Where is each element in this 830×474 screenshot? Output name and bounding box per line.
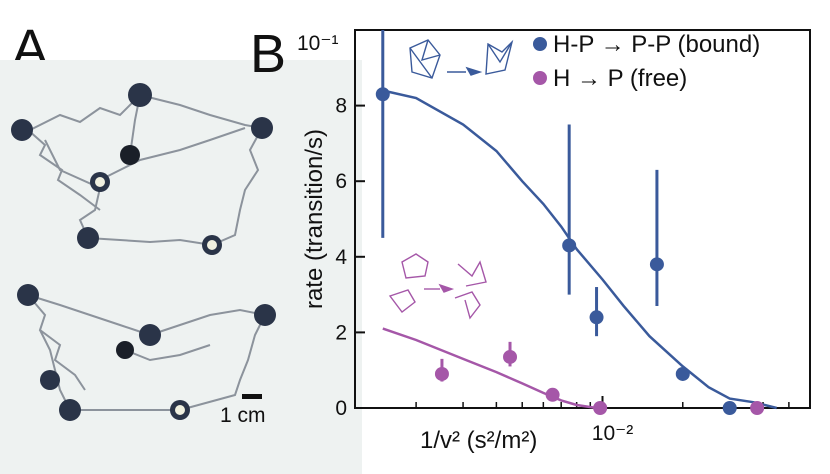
bound-transition-inset	[409, 39, 514, 79]
y-tick-label-0: 0	[335, 397, 347, 420]
y-axis-title: rate (transition/s)	[301, 129, 328, 309]
y-multiplier-label: 10⁻¹	[297, 32, 338, 55]
y-tick-label-2: 4	[335, 246, 347, 269]
data-point-0-0	[375, 87, 390, 102]
fit-line-1	[382, 327, 597, 410]
y-tick-label-3: 6	[335, 170, 347, 193]
data-point-0-3	[649, 257, 664, 272]
chart-legend: H-P → P-P (bound) H → P (free)	[533, 31, 760, 92]
scale-bar	[242, 394, 262, 399]
robot-photo: 1 cm	[0, 60, 362, 474]
y-tick-label-4: 8	[335, 95, 347, 118]
data-point-1-2	[545, 387, 560, 402]
robot-bottom	[27, 294, 266, 411]
data-point-1-3	[593, 401, 608, 415]
data-point-0-4	[675, 366, 690, 381]
data-points	[375, 30, 765, 415]
fit-curves	[382, 89, 778, 410]
chart-labels: rate (transition/s) 1/v² (s²/m²)	[301, 129, 537, 454]
fit-line-0	[382, 89, 778, 410]
scale-bar-label: 1 cm	[220, 404, 266, 427]
data-point-1-1	[503, 349, 518, 364]
data-point-1-0	[434, 366, 449, 381]
data-point-0-1	[562, 238, 577, 253]
y-tick-label-1: 2	[335, 321, 347, 344]
data-point-0-2	[589, 310, 604, 325]
plot-frame	[354, 29, 811, 409]
chart-axes: 0 2 4 6 8 10⁻¹ 10⁻²	[297, 29, 811, 445]
data-point-1-4	[750, 401, 765, 415]
robot-joints	[11, 83, 276, 421]
x-axis-title: 1/v² (s²/m²)	[420, 427, 537, 454]
legend-label-0: H-P → P-P (bound)	[553, 31, 760, 58]
legend-label-1: H → P (free)	[553, 65, 687, 92]
legend-marker-0	[533, 37, 547, 51]
robot-top	[27, 94, 263, 246]
data-point-0-5	[722, 401, 737, 415]
free-transition-inset	[388, 253, 487, 320]
x-tick-label: 10⁻²	[592, 422, 633, 445]
panel-b-label: B	[250, 24, 286, 84]
legend-marker-1	[533, 71, 547, 85]
